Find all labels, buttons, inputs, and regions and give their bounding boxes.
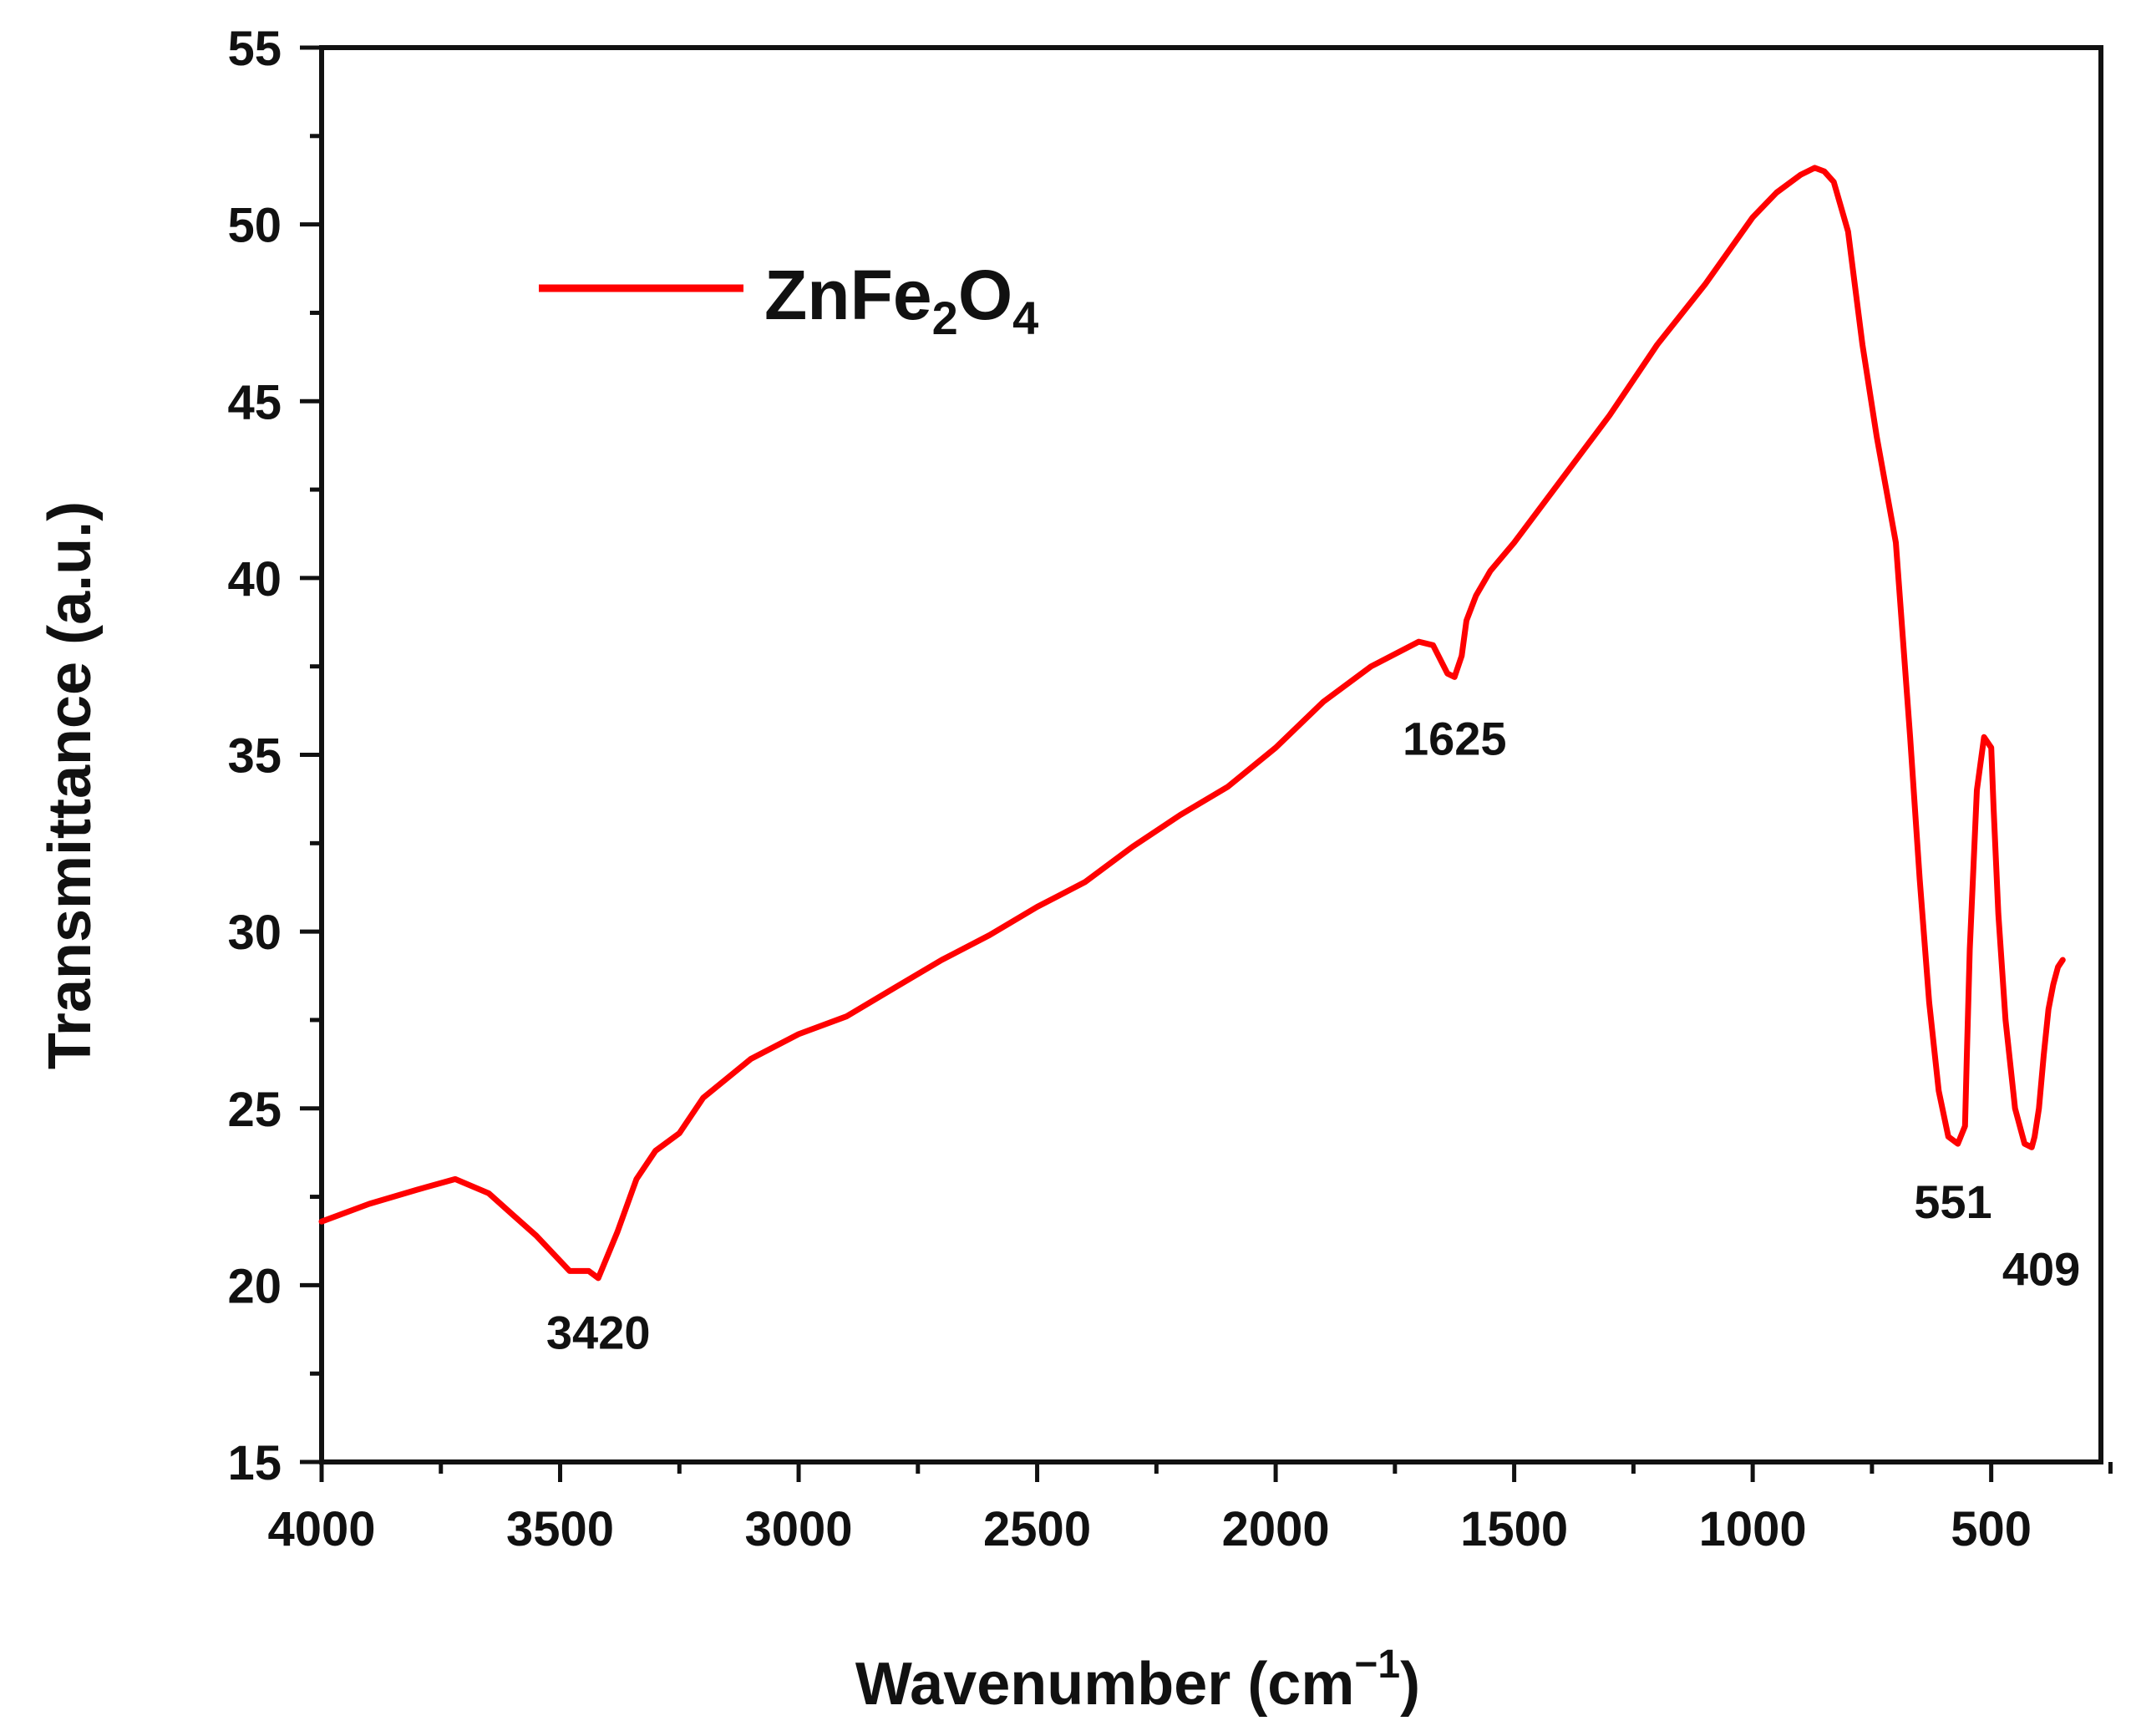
legend-label-sub1: 2 xyxy=(932,292,958,344)
x-axis-title: Wavenumber (cm−1) xyxy=(855,1642,1420,1718)
series-line-znfe2o4 xyxy=(318,165,2066,1282)
x-tick-label: 4000 xyxy=(267,1502,375,1556)
axis-ticks xyxy=(300,45,2113,1482)
x-tick-label: 3500 xyxy=(506,1502,614,1556)
series-group xyxy=(318,165,2066,1282)
legend: ZnFe2O4 xyxy=(539,256,1038,344)
legend-label-main: ZnFe xyxy=(764,256,932,334)
x-tick-label: 2500 xyxy=(983,1502,1091,1556)
plot-frame xyxy=(319,45,2103,1464)
y-tick-label: 20 xyxy=(227,1259,282,1313)
peak-label: 1625 xyxy=(1403,713,1507,765)
y-tick-label: 25 xyxy=(227,1083,282,1137)
x-axis-title-main: Wavenumber (cm xyxy=(855,1651,1354,1718)
y-tick-label: 35 xyxy=(227,729,282,784)
y-tick-label: 55 xyxy=(227,22,282,76)
y-axis-title: Transmittance (a.u.) xyxy=(37,501,104,1069)
x-tick-label: 1000 xyxy=(1699,1502,1807,1556)
x-tick-label: 3000 xyxy=(745,1502,853,1556)
y-tick-label: 40 xyxy=(227,552,282,607)
x-axis-title-close: ) xyxy=(1400,1651,1420,1718)
peak-label: 551 xyxy=(1914,1175,1991,1228)
peak-label: 3420 xyxy=(546,1307,651,1359)
x-axis-title-sup: −1 xyxy=(1354,1642,1400,1687)
legend-label-sub2: 4 xyxy=(1012,292,1038,344)
x-tick-label: 1500 xyxy=(1460,1502,1568,1556)
legend-label-mid: O xyxy=(958,256,1012,334)
x-tick-label: 2000 xyxy=(1222,1502,1330,1556)
y-tick-label: 45 xyxy=(227,375,282,429)
legend-label: ZnFe2O4 xyxy=(764,256,1038,344)
peak-label: 409 xyxy=(2002,1242,2080,1295)
y-tick-label: 15 xyxy=(227,1436,282,1490)
axes xyxy=(319,45,2103,1464)
y-tick-label: 50 xyxy=(227,199,282,253)
x-tick-label: 500 xyxy=(1951,1502,2032,1556)
y-tick-label: 30 xyxy=(227,906,282,960)
tick-labels: 4000 3500 3000 2500 2000 1500 1000 500 15 20 25 30 3… xyxy=(227,22,2032,1556)
